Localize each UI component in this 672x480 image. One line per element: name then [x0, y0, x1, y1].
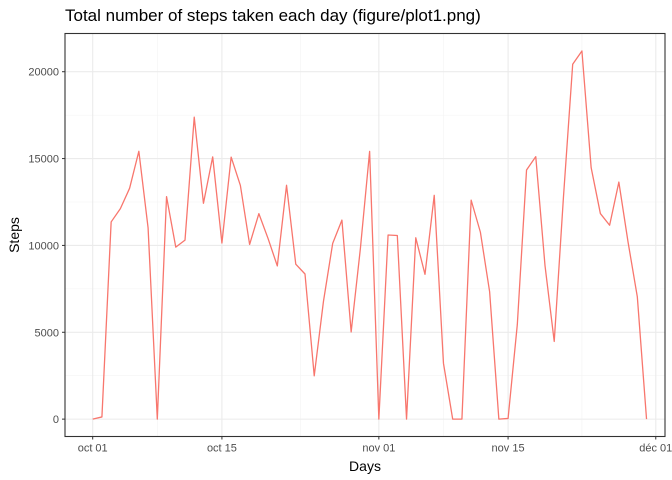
- series-group: [92, 50, 648, 420]
- axis-ticks: 0 5000 10000 15000 20000 oct 01 oct 15 nov 01 no…: [28, 67, 672, 455]
- series-line: [92, 50, 648, 420]
- chart-title: Total number of steps taken each day (fi…: [65, 6, 481, 25]
- y-tick-label: 20000: [28, 67, 59, 79]
- x-axis-title: Days: [349, 458, 381, 474]
- x-tick-label: nov 15: [492, 443, 525, 455]
- x-tick-label: oct 15: [207, 443, 237, 455]
- x-tick-label: nov 01: [362, 443, 395, 455]
- x-tick-label: déc 01: [639, 443, 672, 455]
- y-tick-label: 10000: [28, 240, 59, 252]
- x-tick-label: oct 01: [78, 443, 108, 455]
- y-tick-label: 0: [53, 414, 59, 426]
- y-tick-label: 5000: [35, 327, 59, 339]
- y-tick-label: 15000: [28, 154, 59, 166]
- panel-border: [64, 32, 666, 438]
- y-axis-title: Steps: [6, 217, 22, 253]
